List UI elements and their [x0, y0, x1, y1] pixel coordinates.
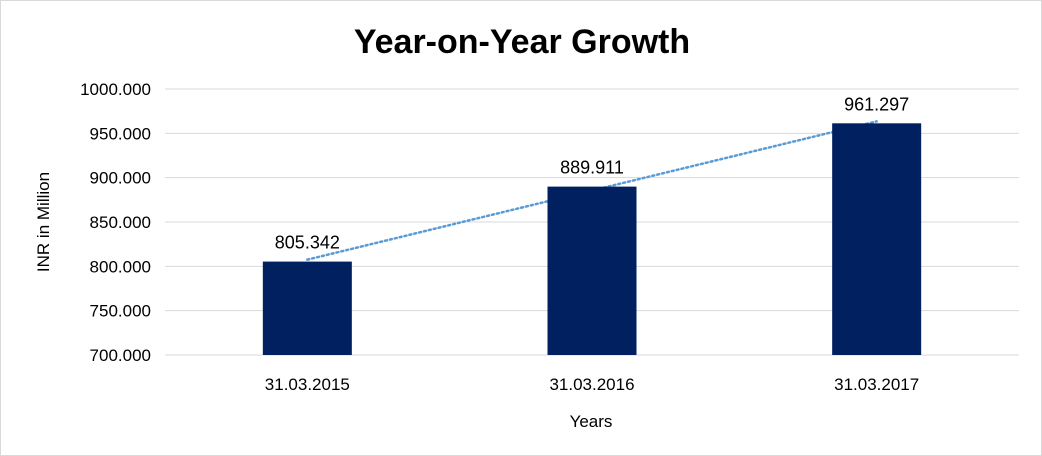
chart-title: Year-on-Year Growth: [354, 23, 690, 61]
data-label: 805.342: [275, 233, 340, 253]
x-tick-label: 31.03.2017: [834, 375, 919, 394]
y-tick-label: 700.000: [90, 346, 151, 365]
y-axis-title: INR in Million: [34, 172, 53, 272]
data-label: 889.911: [560, 158, 624, 178]
x-tick-label: 31.03.2015: [265, 375, 350, 394]
bar: [832, 123, 922, 356]
x-axis-ticks: 31.03.2015 31.03.2016 31.03.2017: [265, 375, 919, 394]
y-tick-label: 900.000: [90, 169, 151, 188]
bar: [547, 186, 637, 355]
data-labels: 805.342 889.911 961.297: [275, 94, 909, 252]
y-axis-ticks: 700.000 750.000 800.000 850.000 900.000 950.0…: [80, 80, 151, 365]
x-axis-title: Years: [570, 412, 613, 431]
y-tick-label: 1000.000: [80, 80, 151, 99]
y-tick-label: 800.000: [90, 257, 151, 276]
bar: [262, 261, 352, 355]
x-tick-label: 31.03.2016: [549, 375, 634, 394]
bars: [262, 123, 922, 356]
y-tick-label: 850.000: [90, 213, 151, 232]
y-tick-label: 750.000: [90, 302, 151, 321]
y-tick-label: 950.000: [90, 124, 151, 143]
data-label: 961.297: [844, 94, 909, 114]
